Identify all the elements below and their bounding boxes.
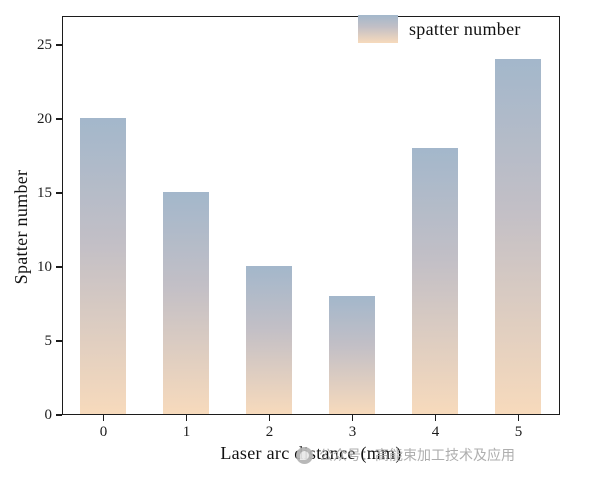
- y-tick-label: 10: [37, 259, 52, 275]
- legend-label: spatter number: [409, 18, 521, 39]
- x-tick-mark: [185, 415, 188, 421]
- bar: [246, 266, 293, 414]
- bar: [412, 147, 459, 414]
- y-tick-mark: [56, 340, 62, 342]
- y-tick-label: 25: [37, 37, 52, 53]
- y-tick-mark: [56, 266, 62, 268]
- bar: [163, 192, 210, 414]
- y-tick-label: 20: [37, 111, 52, 127]
- y-tick-mark: [56, 44, 62, 46]
- bar: [329, 295, 376, 414]
- bar: [80, 118, 127, 414]
- watermark-text: 公众号：高能束加工技术及应用: [319, 447, 515, 463]
- y-tick-mark: [56, 118, 62, 120]
- x-tick-mark: [351, 415, 354, 421]
- x-tick-label: 3: [348, 424, 357, 440]
- legend-swatch-gradient: [358, 15, 398, 43]
- x-tick-label: 4: [431, 424, 440, 440]
- watermark: 公众号：高能束加工技术及应用: [296, 445, 515, 465]
- legend: spatter number: [358, 15, 521, 43]
- y-tick-mark: [56, 414, 62, 416]
- watermark-logo-icon: [296, 446, 313, 464]
- x-tick-mark: [517, 415, 520, 421]
- y-tick-label: 5: [44, 333, 53, 349]
- plot-area: [62, 16, 560, 415]
- y-tick-mark: [56, 192, 62, 194]
- x-tick-label: 1: [182, 424, 191, 440]
- x-tick-label: 0: [99, 424, 108, 440]
- x-tick-label: 5: [514, 424, 523, 440]
- y-axis-label: Spatter number: [11, 169, 31, 285]
- x-tick-mark: [434, 415, 437, 421]
- x-tick-mark: [102, 415, 105, 421]
- y-tick-label: 0: [44, 407, 53, 423]
- bar: [495, 58, 542, 414]
- y-tick-label: 15: [37, 185, 52, 201]
- x-tick-mark: [268, 415, 271, 421]
- x-tick-label: 2: [265, 424, 274, 440]
